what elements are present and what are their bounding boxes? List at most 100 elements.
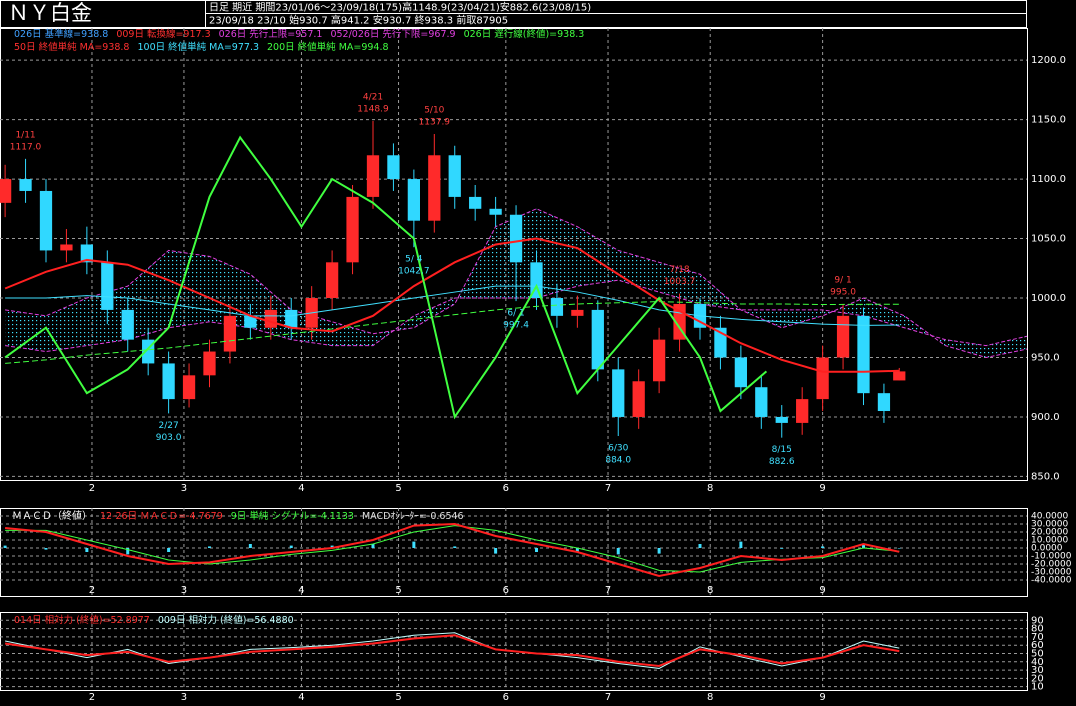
y-tick-label: 1150.0 [1031, 115, 1066, 126]
legend-entry: 9日 単純 シグナル=-4.1133 [231, 510, 354, 522]
legend-entry: 50日 終値単純 MA=938.8 [14, 41, 129, 53]
annotation-date: 5/10 [424, 105, 444, 115]
annotation-date: 5/ 4 [405, 255, 423, 265]
oscillator-bar [534, 548, 538, 552]
legend: 12-26日 ＭＡＣＤ=-4.7679 9日 単純 シグナル=-4.1133 MAC… [100, 510, 464, 522]
candle-body [877, 393, 891, 412]
candle-body [407, 179, 420, 221]
candle-body [285, 309, 298, 328]
panel-title: ＭＡＣＤ（終値） [12, 509, 92, 522]
candle-body [80, 244, 93, 263]
x-tick-label: 7 [605, 483, 611, 494]
candle-body [428, 155, 441, 221]
x-tick-label: 2 [89, 483, 95, 494]
candle-body [244, 315, 257, 328]
annotation-price: 997.4 [503, 321, 529, 331]
legend: 50日 終値単純 MA=938.8 100日 終値単純 MA=977.3 200日 … [14, 41, 389, 53]
candle-body [857, 315, 870, 394]
y-tick-label: 850.0 [1031, 471, 1060, 482]
legend-entry: 100日 終値単純 MA=977.3 [137, 41, 259, 53]
info-text: 日足 期近 期間23/01/06～23/09/18(175)高1148.9(23… [209, 1, 591, 14]
x-tick-label: 8 [707, 585, 713, 596]
indicator-line [4, 634, 900, 667]
annotation-date: 4/21 [363, 92, 383, 102]
legend: 026日 基準線=938.8 009日 転換線=917.3 026日 先行上限=95… [14, 28, 584, 40]
x-tick-label: 3 [181, 692, 187, 703]
plot-area [3, 522, 901, 578]
candle-body [387, 155, 400, 180]
legend-entry: 026日 基準線=938.8 [14, 28, 108, 40]
candle-body [489, 208, 502, 215]
candle-body [121, 309, 134, 340]
candle-body [346, 196, 359, 263]
x-tick-label: 3 [181, 585, 187, 596]
candle-body [203, 351, 216, 376]
legend-entry: 026日 先行上限=957.1 [219, 28, 323, 40]
plot-area [4, 632, 900, 669]
indicator-line [5, 301, 900, 364]
oscillator-bar [698, 544, 702, 548]
x-tick-label: 4 [298, 483, 304, 494]
oscillator-bar [739, 541, 743, 548]
y-tick-label: -20.0000 [1031, 560, 1072, 570]
x-tick-label: 4 [298, 692, 304, 703]
candle-body [632, 381, 645, 417]
panel-frame [0, 28, 1028, 481]
y-tick-label: 70 [1031, 632, 1044, 643]
oscillator-bar [861, 544, 865, 548]
y-tick-label: -40.0000 [1031, 576, 1072, 586]
annotation-price: 1003.7 [664, 277, 696, 287]
oscillator-bar [289, 545, 293, 548]
candle-body [0, 179, 12, 203]
annotation-date: 6/30 [608, 443, 628, 453]
y-tick-label: 60 [1031, 640, 1044, 651]
legend-entry: 014日 相対力 (終値)=52.8977 [14, 614, 150, 626]
oscillator-bar [330, 545, 334, 548]
y-tick-label: 40 [1031, 657, 1044, 668]
candle-body [836, 315, 850, 358]
indicator-line [5, 285, 900, 326]
annotation-price: 1148.9 [357, 104, 389, 114]
candle-body [571, 309, 584, 316]
candle-body [893, 371, 906, 381]
indicator-line [5, 525, 900, 573]
candle-body [182, 375, 196, 400]
oscillator-bar [412, 541, 416, 548]
panel-frame [0, 612, 1028, 691]
candle-body [591, 309, 604, 370]
chart-title: ＮＹ白金 [8, 1, 92, 25]
x-tick-label: 9 [819, 585, 825, 596]
candle-body [19, 179, 32, 191]
y-tick-label: 90 [1031, 615, 1044, 626]
y-tick-label: 10 [1031, 682, 1044, 693]
info-text: 23/09/18 23/10 始930.7 高941.2 安930.7 終938… [209, 14, 508, 27]
candle-body [60, 244, 73, 251]
x-tick-label: 8 [707, 692, 713, 703]
annotation-date: 9/ 1 [834, 275, 851, 285]
y-tick-label: 10.0000 [1031, 536, 1068, 546]
candle-body [509, 214, 523, 263]
oscillator-bar [575, 548, 579, 552]
annotation-price: 903.0 [156, 433, 182, 443]
oscillator-bar [897, 548, 901, 549]
oscillator-bar [453, 546, 457, 548]
legend-entry: 052/026日 先行下限=967.9 [330, 28, 455, 40]
candle-body [325, 262, 339, 299]
candle-body [39, 190, 53, 251]
annotation-price: 1042.7 [398, 267, 430, 277]
x-tick-label: 5 [395, 692, 401, 703]
y-tick-label: 30.0000 [1031, 520, 1068, 530]
y-tick-label: 900.0 [1031, 412, 1060, 423]
y-tick-label: -10.0000 [1031, 552, 1072, 562]
annotation-date: 1/11 [15, 130, 35, 140]
annotation-price: 1117.0 [10, 142, 42, 152]
oscillator-bar [371, 544, 375, 548]
x-tick-label: 6 [503, 483, 509, 494]
candle-body [366, 155, 380, 197]
indicator-line [4, 135, 768, 420]
x-tick-label: 8 [707, 483, 713, 494]
x-tick-label: 9 [819, 483, 825, 494]
legend-entry: 026日 遅行線(終値)=938.3 [464, 28, 585, 40]
candle-body [775, 416, 788, 423]
